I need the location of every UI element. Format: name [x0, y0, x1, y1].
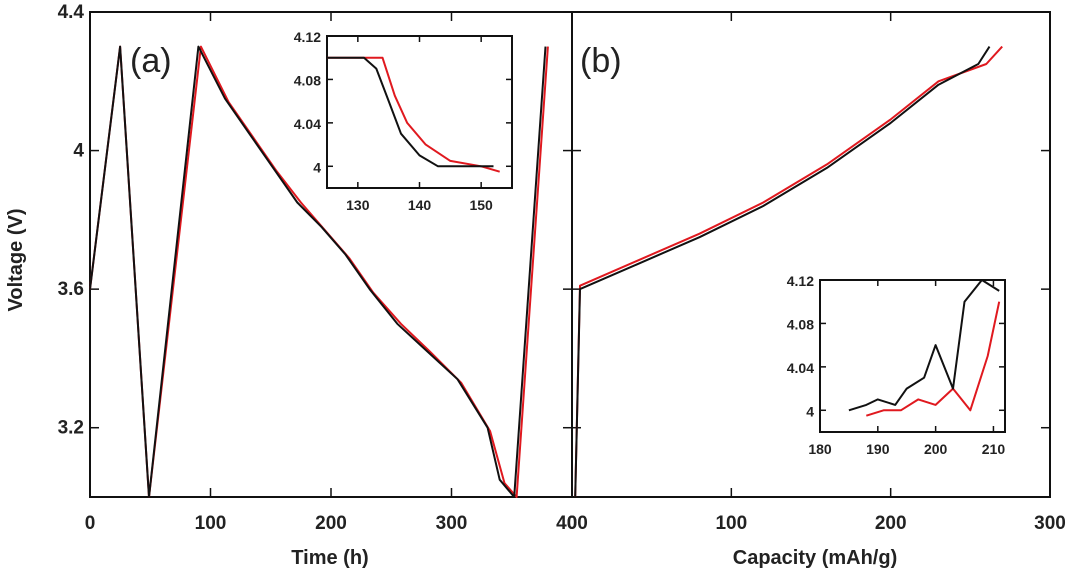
panel-a-inset-x-tick-label-1: 140 [408, 197, 432, 213]
panel-a-y-tick-label-2: 4 [73, 141, 84, 162]
panel-b-x-tick-label-0: 0 [567, 513, 578, 534]
panel-b-plot: 0 100 200 300 180 190 200 210 4 4.04 4.08 4.12 [567, 11, 1066, 534]
panel-label-b: (b) [580, 42, 622, 80]
panel-a-inset-x-tick-label-2: 150 [469, 197, 493, 213]
panel-a-inset-series-red [327, 56, 500, 173]
panel-b-inset-frame [819, 279, 1006, 433]
panel-b-inset-x-tick-label-0: 180 [808, 441, 832, 457]
y-axis-title-a: Voltage (V) [5, 209, 27, 312]
panel-b-inset-series-black [848, 279, 1000, 412]
panel-b-x-tick-label-3: 300 [1034, 513, 1066, 534]
panel-a-x-tick-label-0: 0 [85, 513, 96, 534]
panel-a-y-tick-label-1: 3.6 [58, 279, 84, 300]
panel-label-a: (a) [130, 42, 172, 80]
panel-b-frame [571, 11, 1051, 498]
panel-a-inset-x-tick-label-0: 130 [346, 197, 370, 213]
panel-b-inset-x-tick-label-2: 200 [924, 441, 948, 457]
panel-a-series-black [89, 45, 547, 498]
panel-b-inset-bg [820, 280, 1005, 432]
x-axis-title-a: Time (h) [291, 547, 368, 569]
panel-a-y-tick-label-3: 4.4 [58, 2, 85, 23]
panel-a-inset-y-tick-label-0: 4 [313, 159, 321, 175]
panel-a-x-tick-label-4: 400 [556, 513, 588, 534]
panel-b-inset-y-tick-label-3: 4.12 [787, 273, 814, 289]
panel-a-inset-y-tick-label-3: 4.12 [294, 29, 321, 45]
panel-a-plot: 0 100 200 300 400 3.2 3.6 4 4.4 130 140 150 4 4.04 4.0… [58, 2, 588, 534]
panel-b-inset-series-red [866, 301, 1001, 417]
panel-a-y-tick-label-0: 3.2 [58, 418, 84, 439]
panel-a-inset-y-tick-label-2: 4.08 [294, 72, 321, 88]
panel-b-inset-x-tick-label-3: 210 [982, 441, 1006, 457]
panel-b-inset-x-tick-label-1: 190 [866, 441, 890, 457]
panel-b-inset-y-tick-label-0: 4 [806, 403, 814, 419]
panel-a-x-tick-label-1: 100 [195, 513, 227, 534]
panel-b-x-tick-label-2: 200 [875, 513, 907, 534]
panel-b-x-tick-label-1: 100 [715, 513, 747, 534]
panel-a-x-tick-label-3: 300 [436, 513, 468, 534]
panel-b-series-black [574, 46, 991, 498]
panel-b-inset-y-tick-label-1: 4.04 [787, 360, 814, 376]
panel-a-inset-bg [327, 36, 512, 188]
panel-a-inset-y-tick-label-1: 4.04 [294, 116, 321, 132]
x-axis-title-b: Capacity (mAh/g) [733, 547, 897, 569]
panel-a-inset-series-black [327, 56, 494, 168]
panel-b-inset-y-tick-label-2: 4.08 [787, 316, 814, 332]
panel-a-x-tick-label-2: 200 [315, 513, 347, 534]
